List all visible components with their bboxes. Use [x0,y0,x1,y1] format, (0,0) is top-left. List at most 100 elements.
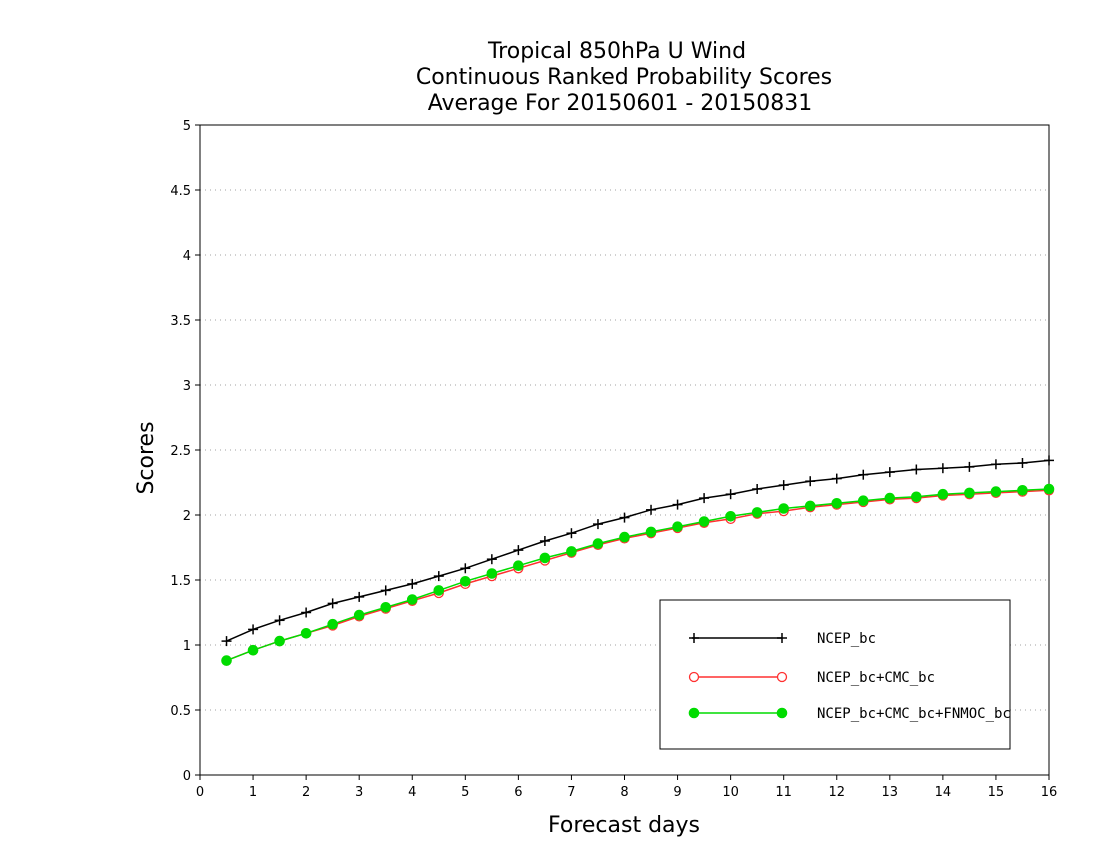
data-point-filled-circle [1017,485,1028,496]
data-point-plus [592,519,603,530]
data-point-filled-circle [460,576,471,587]
x-tick-label: 16 [1041,785,1058,800]
data-point-filled-circle [380,602,392,613]
x-axis-title: Forecast days [548,813,700,838]
data-point-plus [486,554,497,565]
chart-title: Tropical 850hPa U Wind Continuous Ranked… [416,39,832,116]
data-point-filled-circle [672,521,683,533]
x-tick-label: 12 [828,785,845,800]
data-point-plus [777,633,787,643]
x-tick-label: 2 [302,785,310,800]
y-axis: 0 0.5 1 1.5 2 2.5 3 3.5 4 4.5 5 [170,119,200,784]
data-point-plus [274,615,285,626]
x-tick-label: 8 [620,785,628,800]
legend-label: NCEP_bc+CMC_bc+FNMOC_bc [817,706,1011,722]
legend: NCEP_bc NCEP_bc+CMC_bc NCEP_bc+CMC_bc+FNMO… [659,599,1011,750]
data-point-filled-circle [1043,483,1055,495]
data-point-filled-circle [406,594,418,605]
data-point-plus [221,636,232,647]
legend-label: NCEP_bc+CMC_bc [817,670,935,686]
y-tick-label: 3 [183,379,191,394]
data-point-filled-circle [486,568,498,579]
data-point-plus [689,633,699,643]
data-point-filled-circle [778,503,789,514]
y-tick-label: 1 [183,639,191,654]
data-point-filled-circle [857,495,869,507]
data-point-filled-circle [884,492,896,504]
data-point-plus [831,473,842,484]
data-point-plus [937,463,948,474]
y-tick-label: 0 [183,769,191,784]
data-point-plus [566,528,577,539]
title-line-2: Continuous Ranked Probability Scores [416,65,832,90]
data-point-plus [672,499,683,510]
data-point-plus [699,493,710,504]
data-point-filled-circle [937,488,949,500]
data-point-filled-circle [831,498,843,509]
y-tick-label: 5 [183,119,191,134]
legend-entry: NCEP_bc+CMC_bc [688,670,935,686]
series-3 [221,483,1055,666]
data-point-plus [327,598,338,609]
y-tick-label: 2.5 [170,444,191,459]
x-tick-label: 5 [461,785,469,800]
y-tick-label: 4 [183,249,191,264]
data-point-filled-circle [619,531,630,543]
x-tick-label: 7 [567,785,575,800]
data-point-filled-circle [698,516,710,527]
data-point-filled-circle [592,538,604,549]
data-point-plus [354,591,365,602]
data-point-filled-circle [751,507,763,518]
x-tick-label: 13 [882,785,899,800]
legend-entry: NCEP_bc+CMC_bc+FNMOC_bc [688,706,1011,722]
data-point-filled-circle [688,707,700,719]
y-axis-title: Scores [134,421,159,494]
y-tick-label: 3.5 [170,314,191,329]
title-line-3: Average For 20150601 - 20150831 [428,91,813,116]
title-line-1: Tropical 850hPa U Wind [487,39,746,64]
data-point-plus [513,545,524,556]
data-point-plus [380,585,391,596]
data-point-filled-circle [725,511,736,522]
data-point-filled-circle [327,618,338,630]
data-point-plus [884,467,895,478]
data-point-filled-circle [247,644,259,656]
x-tick-label: 3 [355,785,363,800]
data-point-filled-circle [776,707,788,719]
data-point-plus [460,563,471,574]
data-point-filled-circle [804,500,816,512]
data-point-plus [1017,458,1028,468]
x-axis: 0 1 2 3 4 5 6 7 8 9 10 11 12 13 14 15 16 [196,775,1057,800]
x-tick-label: 11 [775,785,792,800]
x-tick-label: 9 [673,785,681,800]
data-point-plus [433,571,444,582]
data-point-plus [990,459,1001,470]
data-point-filled-circle [274,635,285,647]
data-point-plus [805,476,816,487]
data-point-filled-circle [221,655,232,666]
x-tick-label: 1 [249,785,257,800]
data-point-plus [858,469,869,480]
x-tick-label: 14 [935,785,952,800]
data-series [221,455,1055,666]
data-point-plus [725,489,736,500]
data-point-plus [301,607,312,618]
data-point-plus [1044,455,1054,466]
data-point-plus [964,461,975,472]
x-tick-label: 0 [196,785,204,800]
data-point-filled-circle [300,628,312,639]
data-point-filled-circle [353,609,365,621]
data-point-filled-circle [539,552,551,564]
legend-entry: NCEP_bc [689,631,876,647]
data-point-filled-circle [566,546,577,557]
x-tick-label: 15 [988,785,1005,800]
data-point-plus [539,536,550,546]
y-tick-label: 0.5 [170,704,191,719]
data-point-plus [407,578,418,589]
data-point-open-circle [776,671,788,683]
data-point-plus [778,480,789,491]
data-point-filled-circle [645,526,657,538]
x-tick-label: 4 [408,785,416,800]
